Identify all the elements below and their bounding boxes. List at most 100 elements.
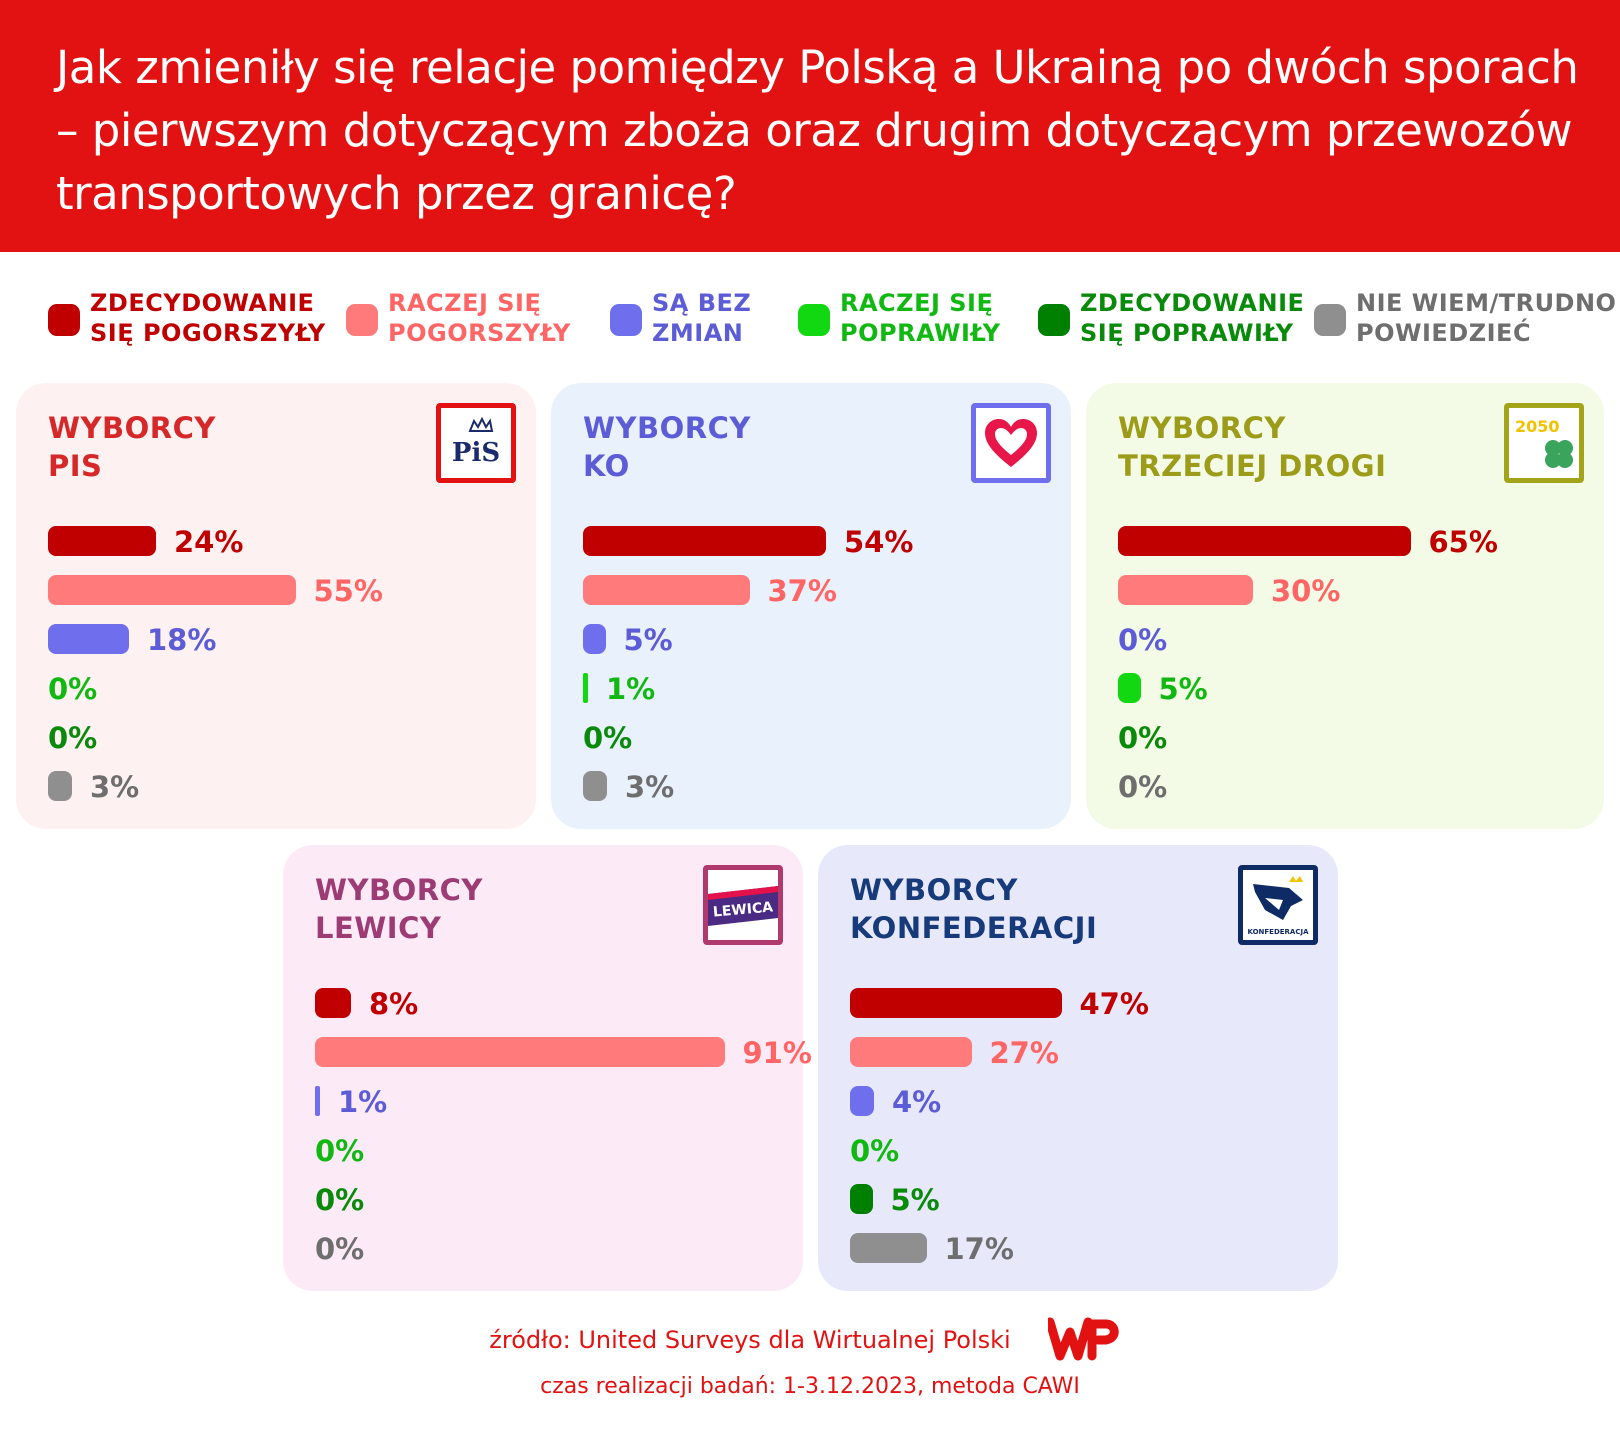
bar-rather-worse [48, 575, 296, 605]
legend-label: NIE WIEM/TRUDNO POWIEDZIEĆ [1356, 289, 1617, 347]
bar-rather-worse [315, 1037, 725, 1067]
bar-value-label: 91% [742, 1036, 812, 1070]
bar-rather-worse [1118, 575, 1253, 605]
eagle-icon: KONFEDERACJA [1247, 876, 1309, 936]
bar-no-change [48, 624, 129, 654]
legend-label: ZDECYDOWANIE SIĘ POPRAWIŁY [1080, 289, 1305, 347]
panel-title: WYBORCY TRZECIEJ DROGI [1118, 409, 1478, 485]
bar-dont-know [48, 771, 72, 801]
bar-value-label: 17% [944, 1232, 1014, 1266]
panel-title-line1: WYBORCY [1118, 411, 1286, 445]
bar-dont-know [583, 771, 607, 801]
bar-value-label: 5% [890, 1183, 940, 1217]
panel-title: WYBORCY KO [583, 409, 943, 485]
bar-value-label: 5% [1158, 672, 1208, 706]
heart-icon [985, 419, 1037, 467]
bar-value-label: 0% [1118, 770, 1168, 804]
panel-title-line1: WYBORCY [48, 411, 216, 445]
panel-title: WYBORCY KONFEDERACJI [850, 871, 1210, 947]
bar-value-label: 0% [48, 672, 98, 706]
chart-title: Jak zmieniły się relacje pomiędzy Polską… [56, 41, 1579, 220]
bar-value-label: 24% [174, 525, 244, 559]
legend-swatch [1038, 304, 1070, 336]
bar-value-label: 1% [606, 672, 656, 706]
konfederacja-logo: KONFEDERACJA [1238, 865, 1318, 945]
panel-title-line2: KONFEDERACJI [850, 911, 1098, 945]
bar-strongly-worse [583, 526, 826, 556]
bar-value-label: 0% [850, 1134, 900, 1168]
source-note: źródło: United Surveys dla Wirtualnej Po… [0, 1326, 1620, 1354]
panel-title-line2: TRZECIEJ DROGI [1118, 449, 1387, 483]
panel-title-line1: WYBORCY [583, 411, 751, 445]
survey-time-note: czas realizacji badań: 1-3.12.2023, meto… [540, 1374, 1080, 1399]
panel-title-line1: WYBORCY [850, 873, 1018, 907]
bar-no-change [315, 1086, 320, 1116]
bar-strongly-worse [850, 988, 1062, 1018]
panel-title: WYBORCY LEWICY [315, 871, 675, 947]
bar-value-label: 1% [338, 1085, 388, 1119]
lewica-logo: LEWICA [703, 865, 783, 945]
panel-lewica: WYBORCY LEWICY LEWICA 8% 91% 1% 0% 0% 0% [283, 845, 812, 1291]
ko-heart-logo [971, 403, 1051, 483]
bar-value-label: 65% [1428, 525, 1498, 559]
bar-rather-better [583, 673, 588, 703]
panel-title-line2: PIS [48, 449, 103, 483]
bar-value-label: 0% [583, 721, 633, 755]
bar-dont-know [850, 1233, 927, 1263]
bar-strongly-worse [48, 526, 156, 556]
legend-swatch [48, 304, 80, 336]
trzecia-droga-logo-text: 2050 [1515, 417, 1560, 436]
trzecia-droga-logo: 2050 [1504, 403, 1584, 483]
bar-value-label: 0% [315, 1183, 365, 1217]
bar-value-label: 37% [767, 574, 837, 608]
wp-logo-text: WP [1048, 1316, 1050, 1317]
lewica-banner-icon: LEWICA [708, 886, 778, 926]
bar-no-change [583, 624, 606, 654]
bar-value-label: 47% [1079, 987, 1149, 1021]
legend-swatch [798, 304, 830, 336]
bar-value-label: 8% [369, 987, 419, 1021]
bar-strongly-worse [1118, 526, 1411, 556]
bar-rather-better [1118, 673, 1141, 703]
bar-strongly-worse [315, 988, 351, 1018]
legend-swatch [610, 304, 642, 336]
panel-title-line2: LEWICY [315, 911, 442, 945]
bar-strongly-better [850, 1184, 873, 1214]
bar-value-label: 0% [1118, 623, 1168, 657]
legend-swatch [1314, 304, 1346, 336]
bar-rather-worse [850, 1037, 972, 1067]
panel-ko: WYBORCY KO 54% 37% 5% 1% 0% 3% [551, 383, 1071, 829]
wp-logo-icon: WP [1045, 1316, 1119, 1361]
bar-value-label: 30% [1271, 574, 1341, 608]
bar-value-label: 55% [313, 574, 383, 608]
bar-value-label: 3% [90, 770, 140, 804]
bar-value-label: 27% [989, 1036, 1059, 1070]
wp-logo: WP [1045, 1316, 1122, 1367]
legend-label: SĄ BEZ ZMIAN [652, 289, 752, 347]
bar-value-label: 4% [892, 1085, 942, 1119]
legend-label: RACZEJ SIĘ POGORSZYŁY [388, 289, 571, 347]
legend-label: ZDECYDOWANIE SIĘ POGORSZYŁY [90, 289, 326, 347]
clover-icon: 2050 [1515, 417, 1573, 468]
bar-rather-worse [583, 575, 750, 605]
bar-value-label: 5% [623, 623, 673, 657]
panel-pis: WYBORCY PIS PiS 24% 55% 18% 0% 0% 3% [16, 383, 536, 829]
legend-swatch [346, 304, 378, 336]
header-banner: Jak zmieniły się relacje pomiędzy Polską… [0, 0, 1620, 252]
panel-title-line1: WYBORCY [315, 873, 483, 907]
bar-no-change [850, 1086, 874, 1116]
panel-trzecia-droga: WYBORCY TRZECIEJ DROGI 2050 65% 30% 0% 5% 0%… [1086, 383, 1604, 829]
bar-value-label: 0% [315, 1232, 365, 1266]
legend-label: RACZEJ SIĘ POPRAWIŁY [840, 289, 1001, 347]
pis-logo-text: PiS [452, 438, 500, 468]
lewica-logo-text: LEWICA [712, 899, 774, 920]
bar-value-label: 54% [844, 525, 914, 559]
bar-value-label: 3% [625, 770, 675, 804]
panel-title-line2: KO [583, 449, 630, 483]
panel-title: WYBORCY PIS [48, 409, 408, 485]
panel-konfederacja: WYBORCY KONFEDERACJI KONFEDERACJA 47% 27%… [818, 845, 1338, 1291]
konfederacja-logo-text: KONFEDERACJA [1247, 928, 1309, 936]
pis-crown-icon: PiS [452, 416, 500, 468]
bar-value-label: 18% [147, 623, 217, 657]
source-text: źródło: United Surveys dla Wirtualnej Po… [489, 1326, 1011, 1354]
